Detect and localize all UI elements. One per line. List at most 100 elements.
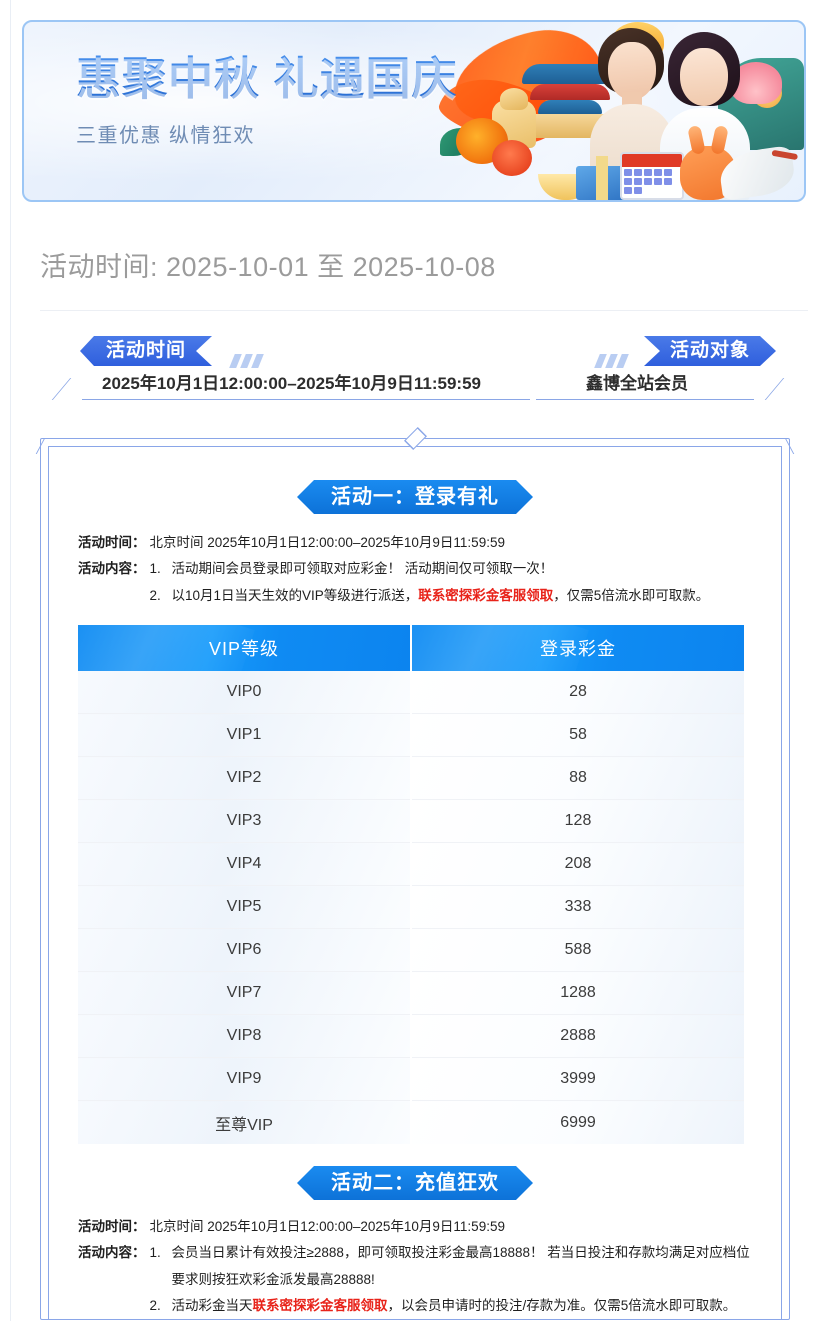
rule-item-text: 会员当日累计有效投注≥2888，即可领取投注彩金最高18888！ 若当日投注和存… xyxy=(172,1240,753,1293)
vip-bonus-cell: 338 xyxy=(411,885,744,930)
vip-level-cell: VIP2 xyxy=(78,756,412,801)
promo-banner[interactable]: 惠聚中秋 礼遇国庆 三重优惠 纵情狂欢 xyxy=(22,20,806,202)
table-row: VIP3 128 xyxy=(78,799,744,844)
activity2-content-row: 活动内容： 1. 会员当日累计有效投注≥2888，即可领取投注彩金最高18888！… xyxy=(78,1240,752,1319)
rule-item-number: 1. xyxy=(149,561,161,577)
activity1-content-label: 活动内容： xyxy=(78,561,146,577)
table-row: VIP9 3999 xyxy=(78,1057,744,1102)
rule-item: 1. 会员当日累计有效投注≥2888，即可领取投注彩金最高18888！ 若当日投注… xyxy=(150,1240,753,1293)
peony-flower-secondary-icon xyxy=(492,140,532,176)
rule-plain: 活动期间会员登录即可领取对应彩金！ 活动期间仅可领取一次！ xyxy=(171,561,554,577)
rule-item-number: 2. xyxy=(149,587,161,603)
rule-item: 2. 以10月1日当天生效的VIP等级进行派送，联系密探彩金客服领取，仅需5倍流水… xyxy=(150,583,710,609)
gift-box-icon xyxy=(576,156,628,200)
activity2-time-row: 活动时间： 北京时间 2025年10月1日12:00:00–2025年10月9日… xyxy=(78,1214,752,1240)
ribbon-tag-row: 活动时间 2025年10月1日12:00:00–2025年10月9日11:59:… xyxy=(60,336,776,406)
banner-title: 惠聚中秋 礼遇国庆 xyxy=(76,53,458,104)
activity1-content-row: 活动内容： 1. 活动期间会员登录即可领取对应彩金！ 活动期间仅可领取一次！ 2. 以… xyxy=(78,556,752,609)
rule-plain: ，以会员申请时的投注/存款为准。仅需5倍流水即可取款。 xyxy=(387,1297,737,1313)
activity2-content-list: 1. 会员当日累计有效投注≥2888，即可领取投注彩金最高18888！ 若当日投注… xyxy=(150,1240,753,1319)
vip-level-cell: VIP0 xyxy=(78,670,412,715)
ribbon-activity-time-tag: 活动时间 xyxy=(80,336,212,366)
vip-table-col-level: VIP等级 xyxy=(78,624,412,671)
rule-plain: 活动彩金当天 xyxy=(171,1297,253,1313)
activity1-time-label: 活动时间： xyxy=(78,535,146,550)
banner-text-block: 惠聚中秋 礼遇国庆 三重优惠 纵情狂欢 xyxy=(76,52,458,148)
vip-bonus-cell: 2888 xyxy=(411,1014,744,1059)
rule-plain: 以10月1日当天生效的VIP等级进行派送， xyxy=(171,587,419,603)
rule-item: 2. 活动彩金当天联系密探彩金客服领取，以会员申请时的投注/存款为准。仅需5倍流水… xyxy=(150,1293,753,1319)
ribbon-right-slash-icon xyxy=(594,354,629,368)
table-row: VIP5 338 xyxy=(78,885,744,930)
vip-table-header-row: VIP等级 登录彩金 xyxy=(78,624,744,671)
rule-highlight: 联系密探彩金客服领取 xyxy=(418,587,554,603)
calendar-icon xyxy=(620,152,684,200)
vip-level-cell: VIP6 xyxy=(78,928,412,973)
vip-level-cell: 至尊VIP xyxy=(78,1100,412,1144)
vip-bonus-cell: 28 xyxy=(411,670,744,715)
activity1-title: 活动一：登录有礼 xyxy=(297,480,533,514)
vip-bonus-cell: 1288 xyxy=(411,971,744,1016)
vip-bonus-cell: 588 xyxy=(411,928,744,973)
header-divider xyxy=(40,310,808,311)
rule-item-text: 活动期间会员登录即可领取对应彩金！ 活动期间仅可领取一次！ xyxy=(172,556,710,582)
activity1-time-value: 北京时间 2025年10月1日12:00:00–2025年10月9日11:59:… xyxy=(149,535,505,550)
table-row: VIP1 58 xyxy=(78,713,744,758)
ribbon-left-slash-icon xyxy=(229,354,264,368)
banner-subtitle: 三重优惠 纵情狂欢 xyxy=(76,125,256,148)
promo-content: 活动一：登录有礼 活动时间： 北京时间 2025年10月1日12:00:00–2… xyxy=(40,430,790,1319)
rule-highlight: 联系密探彩金客服领取 xyxy=(252,1297,388,1313)
activity1-time-row: 活动时间： 北京时间 2025年10月1日12:00:00–2025年10月9日… xyxy=(78,530,752,556)
activity2-section: 活动二：充值狂欢 活动时间： 北京时间 2025年10月1日12:00:00–2… xyxy=(78,1166,752,1319)
vip-table-col-bonus: 登录彩金 xyxy=(411,624,744,671)
table-row: VIP4 208 xyxy=(78,842,744,887)
ribbon-activity-time-value: 2025年10月1日12:00:00–2025年10月9日11:59:59 xyxy=(102,374,481,393)
rule-item-text: 活动彩金当天联系密探彩金客服领取，以会员申请时的投注/存款为准。仅需5倍流水即可… xyxy=(172,1293,753,1319)
rule-plain: 会员当日累计有效投注≥2888，即可领取投注彩金最高18888！ 若当日投注和存… xyxy=(171,1245,750,1287)
table-row: VIP6 588 xyxy=(78,928,744,973)
rule-item: 1. 活动期间会员登录即可领取对应彩金！ 活动期间仅可领取一次！ xyxy=(150,556,710,582)
table-row: VIP8 2888 xyxy=(78,1014,744,1059)
activity2-content-label: 活动内容： xyxy=(78,1245,146,1261)
vip-level-cell: VIP4 xyxy=(78,842,412,887)
vip-level-cell: VIP1 xyxy=(78,713,412,758)
vip-bonus-cell: 58 xyxy=(411,713,744,758)
activity-period-heading: 活动时间: 2025-10-01 至 2025-10-08 xyxy=(40,252,496,282)
activity2-title: 活动二：充值狂欢 xyxy=(297,1166,533,1200)
activity2-time-value: 北京时间 2025年10月1日12:00:00–2025年10月9日11:59:… xyxy=(149,1218,505,1234)
vip-bonus-table: VIP等级 登录彩金 VIP0 28 VIP1 58 VIP2 88 VIP3 128 VIP4… xyxy=(78,624,744,1144)
activity2-rules: 活动时间： 北京时间 2025年10月1日12:00:00–2025年10月9日… xyxy=(78,1214,752,1319)
activity1-content-list: 1. 活动期间会员登录即可领取对应彩金！ 活动期间仅可领取一次！ 2. 以10月1日当… xyxy=(150,556,710,609)
rule-plain: ，仅需5倍流水即可取款。 xyxy=(553,587,710,603)
vip-bonus-cell: 88 xyxy=(411,756,744,801)
ribbon-right-underline xyxy=(536,399,754,400)
table-row: 至尊VIP 6999 xyxy=(78,1100,744,1144)
ribbon-activity-target-value: 鑫博全站会员 xyxy=(586,374,688,393)
vip-level-cell: VIP3 xyxy=(78,799,412,844)
activity2-time-label: 活动时间： xyxy=(78,1218,146,1234)
left-rail-divider xyxy=(10,0,11,1321)
vip-level-cell: VIP8 xyxy=(78,1014,412,1059)
table-row: VIP2 88 xyxy=(78,756,744,801)
vip-table-head: VIP等级 登录彩金 xyxy=(78,624,744,671)
activity1-rules: 活动时间： 北京时间 2025年10月1日12:00:00–2025年10月9日… xyxy=(78,530,752,609)
vip-bonus-cell: 208 xyxy=(411,842,744,887)
vip-level-cell: VIP9 xyxy=(78,1057,412,1102)
vip-bonus-cell: 3999 xyxy=(411,1057,744,1102)
vip-level-cell: VIP5 xyxy=(78,885,412,930)
table-row: VIP0 28 xyxy=(78,670,744,715)
rule-item-text: 以10月1日当天生效的VIP等级进行派送，联系密探彩金客服领取，仅需5倍流水即可… xyxy=(172,583,710,609)
ribbon-activity-time: 活动时间 2025年10月1日12:00:00–2025年10月9日11:59:… xyxy=(60,336,530,406)
table-row: VIP7 1288 xyxy=(78,971,744,1016)
rule-item-number: 2. xyxy=(149,1297,161,1313)
ribbon-activity-target: 活动对象 鑫博全站会员 xyxy=(476,336,776,406)
ornate-frame xyxy=(35,427,795,1320)
rule-item-number: 1. xyxy=(149,1245,161,1261)
vip-bonus-cell: 6999 xyxy=(411,1100,744,1144)
ribbon-activity-target-tag: 活动对象 xyxy=(644,336,776,366)
vip-level-cell: VIP7 xyxy=(78,971,412,1016)
vip-table-body: VIP0 28 VIP1 58 VIP2 88 VIP3 128 VIP4 208 VIP5 338 V… xyxy=(78,670,744,1144)
vip-bonus-cell: 128 xyxy=(411,799,744,844)
ribbon-left-underline xyxy=(82,399,530,400)
